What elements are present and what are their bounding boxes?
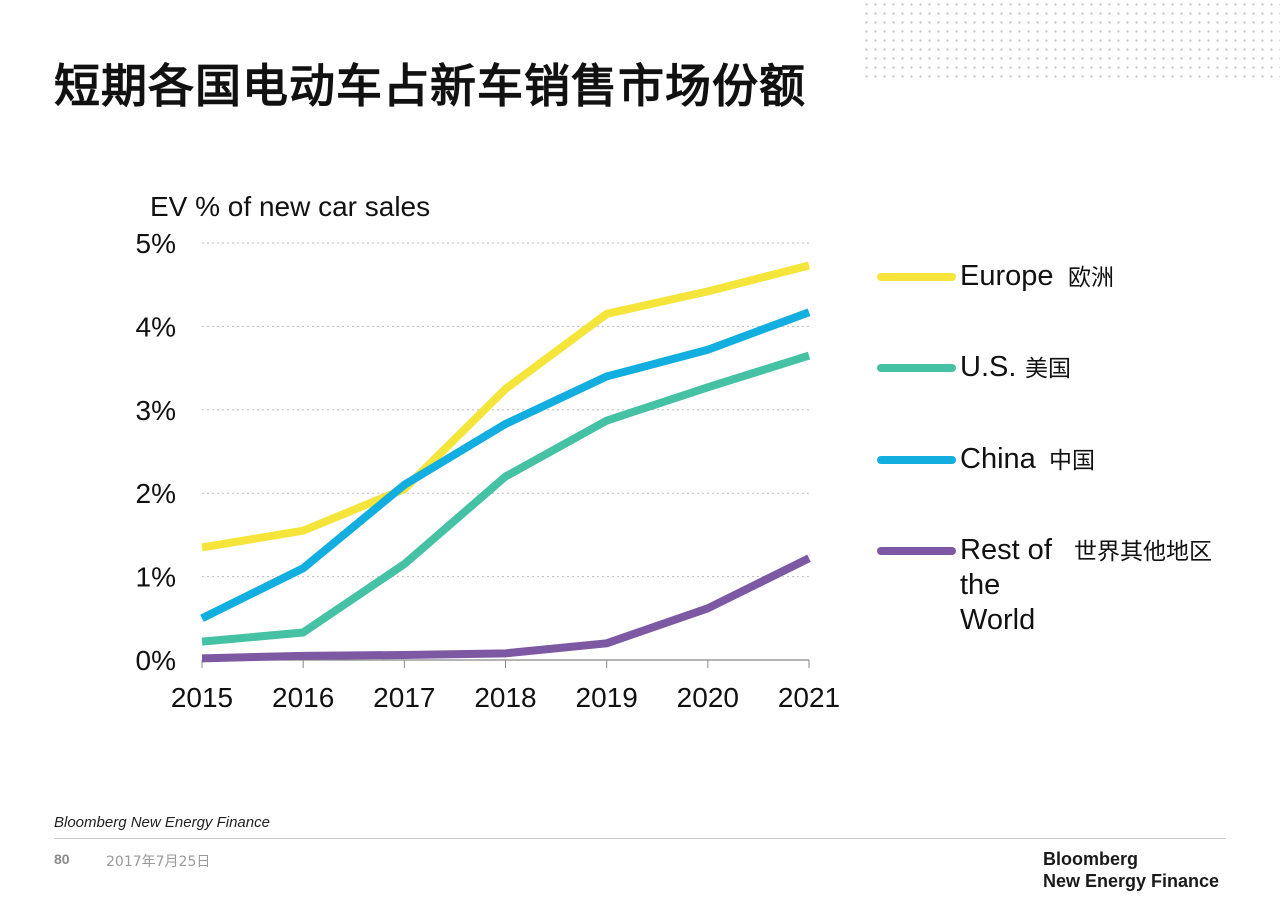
y-tick-label: 1% [136,562,176,593]
page-number: 80 [54,851,70,867]
series-line-u-s- [201,351,811,646]
legend-label-us: U.S. [960,351,1017,383]
legend-label-europe: Europe [960,260,1054,292]
x-tick-label: 2018 [474,682,536,713]
y-axis-title: EV % of new car sales [150,191,430,222]
series-line-europe [201,261,810,552]
y-tick-label: 2% [136,478,176,509]
source-note: Bloomberg New Energy Finance [54,814,270,831]
y-tick-label: 3% [136,395,176,426]
series-line-china [200,308,811,622]
footer-divider [54,838,1226,839]
x-tick-label: 2016 [272,682,334,713]
y-tick-label: 0% [136,645,176,676]
x-tick-label: 2019 [576,682,638,713]
x-tick-label: 2020 [677,682,739,713]
brand-logo: Bloomberg New Energy Finance [1043,848,1219,892]
legend-label-china: China [960,443,1036,475]
y-tick-label: 4% [136,311,176,342]
y-tick-label: 5% [136,228,176,259]
brand-line-1: Bloomberg [1043,849,1139,869]
legend-cn-europe: 欧洲 [1068,265,1114,291]
legend-cn-us: 美国 [1025,356,1071,382]
x-tick-label: 2017 [373,682,435,713]
legend-cn-china: 中国 [1049,448,1095,474]
decorative-dot-pattern [862,0,1280,80]
series-line-rest-of-the-world [201,554,811,663]
x-tick-label: 2015 [171,682,233,713]
x-tick-label: 2021 [778,682,840,713]
legend-cn-rest-of-world: 世界其他地区 [1074,539,1212,565]
brand-line-2: New Energy Finance [1043,871,1220,891]
slide-date: 2017年7月25日 [106,854,211,870]
slide-title: 短期各国电动车占新车销售市场份额 [54,59,806,113]
legend-label-rest-of-world: Rest of the World [960,534,1052,636]
